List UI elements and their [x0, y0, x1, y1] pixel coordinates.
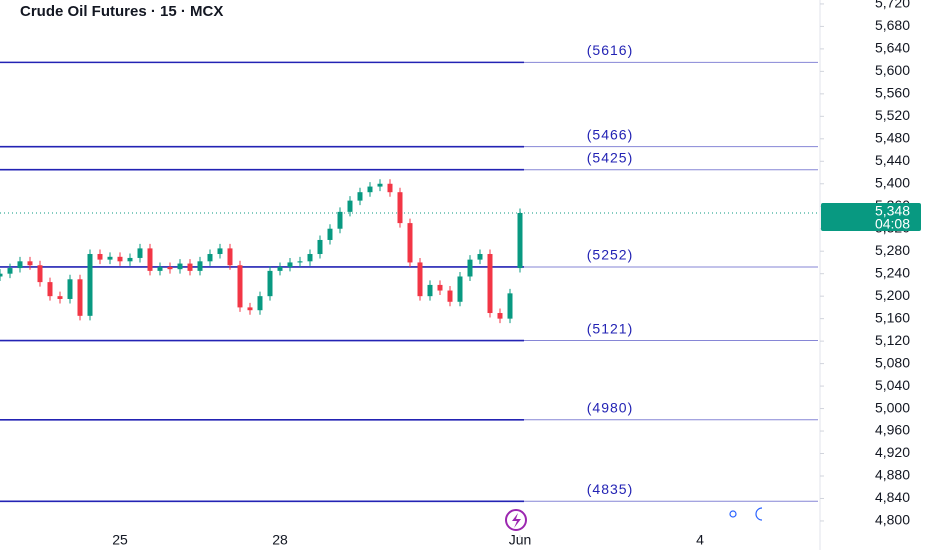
chart-title: Crude Oil Futures · 15 · MCX — [20, 3, 223, 20]
candle-body — [177, 263, 183, 270]
candle-body — [507, 293, 513, 319]
candle-body — [187, 263, 193, 271]
candle-body — [357, 192, 363, 201]
x-tick-label: 25 — [112, 532, 128, 548]
y-tick-label: 4,920 — [875, 444, 910, 460]
level-label: (5425) — [587, 149, 633, 165]
level-label: (4835) — [587, 481, 633, 497]
candle-body — [17, 261, 23, 269]
y-tick-label: 5,720 — [875, 0, 910, 11]
candle-body — [517, 212, 523, 269]
candle-body — [247, 307, 253, 311]
sun-icon — [729, 510, 737, 518]
y-tick-label: 4,800 — [875, 512, 910, 528]
candle-body — [7, 268, 13, 274]
level-label: (4980) — [587, 399, 633, 415]
y-tick-label: 4,960 — [875, 422, 910, 438]
icon-bolt — [512, 513, 521, 528]
candle-body — [257, 296, 263, 311]
candle-body — [397, 192, 403, 224]
candle-body — [0, 273, 3, 277]
candle-body — [467, 259, 473, 277]
level-label: (5252) — [587, 247, 633, 263]
icon-ring — [505, 509, 527, 531]
moon-icon — [755, 507, 763, 521]
candle-body — [217, 248, 223, 255]
candle-body — [157, 266, 163, 271]
y-tick-label: 5,600 — [875, 62, 910, 78]
candle-body — [417, 262, 423, 297]
candle-body — [107, 256, 113, 260]
candle-body — [477, 254, 483, 260]
candle-body — [297, 261, 303, 263]
y-tick-label: 5,200 — [875, 287, 910, 303]
plot-area: (5616) (5466) (5425) (5252) (5121) (4980) (483… — [0, 42, 820, 503]
candle-body — [407, 223, 413, 263]
candle-body — [37, 265, 43, 283]
y-tick-label: 5,520 — [875, 107, 910, 123]
candle-body — [447, 290, 453, 302]
y-tick-label: 5,560 — [875, 85, 910, 101]
candle-body — [487, 254, 493, 314]
y-tick-label: 4,840 — [875, 489, 910, 505]
y-tick-label: 5,040 — [875, 377, 910, 393]
candle-body — [227, 248, 233, 266]
y-tick-label: 5,160 — [875, 309, 910, 325]
x-tick-label: Jun — [509, 532, 532, 548]
y-tick-label: 5,080 — [875, 354, 910, 370]
y-tick-label: 5,280 — [875, 242, 910, 258]
candle-body — [267, 270, 273, 297]
candle-body — [437, 284, 443, 291]
candle-body — [327, 228, 333, 240]
candle-body — [137, 248, 143, 258]
candle-body — [47, 282, 53, 297]
candle-body — [427, 284, 433, 297]
y-tick-label: 5,440 — [875, 152, 910, 168]
candle-body — [387, 183, 393, 193]
y-tick-label: 5,680 — [875, 17, 910, 33]
candle-body — [77, 279, 83, 316]
candle-body — [87, 254, 93, 316]
candle-body — [287, 262, 293, 267]
candle-body — [307, 254, 313, 262]
candle-body — [337, 211, 343, 229]
candle-body — [367, 186, 373, 193]
candle-body — [207, 254, 213, 262]
candle-body — [457, 276, 463, 302]
candle-body — [127, 257, 133, 262]
level-label: (5616) — [587, 42, 633, 58]
candle-body — [27, 261, 33, 266]
level-label: (5121) — [587, 320, 633, 336]
y-tick-label: 4,880 — [875, 467, 910, 483]
theme-icons[interactable] — [729, 507, 763, 521]
candle-body — [377, 183, 383, 187]
candle-body — [67, 279, 73, 299]
candle-body — [57, 296, 63, 299]
candle-body — [97, 254, 103, 260]
candle-body — [317, 239, 323, 255]
candle-body — [237, 265, 243, 308]
x-tick-label: 28 — [272, 532, 288, 548]
candle-body — [277, 266, 283, 271]
level-label: (5466) — [587, 126, 633, 142]
last-price-box — [821, 202, 921, 231]
replay-icon[interactable] — [505, 509, 527, 531]
y-tick-label: 5,480 — [875, 130, 910, 146]
y-tick-label: 5,120 — [875, 332, 910, 348]
last-price-label: 5,348 — [875, 203, 910, 219]
y-tick-label: 5,400 — [875, 174, 910, 190]
candle-body — [147, 248, 153, 271]
y-tick-label: 5,640 — [875, 40, 910, 56]
candle-body — [167, 266, 173, 270]
candle-body — [197, 261, 203, 271]
y-tick-label: 5,240 — [875, 264, 910, 280]
candle-body — [497, 313, 503, 319]
countdown-label: 04:08 — [875, 216, 910, 232]
candle-body — [117, 256, 123, 262]
y-tick-label: 5,000 — [875, 399, 910, 415]
x-tick-label: 4 — [696, 532, 704, 548]
candle-body — [347, 200, 353, 212]
